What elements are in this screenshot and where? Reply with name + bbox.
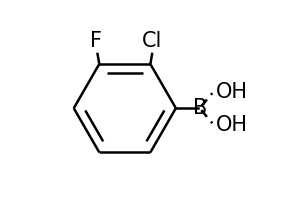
Text: OH: OH <box>216 82 248 102</box>
Text: F: F <box>90 31 102 51</box>
Text: Cl: Cl <box>142 31 162 51</box>
Text: OH: OH <box>216 115 248 135</box>
Text: B: B <box>193 98 207 118</box>
